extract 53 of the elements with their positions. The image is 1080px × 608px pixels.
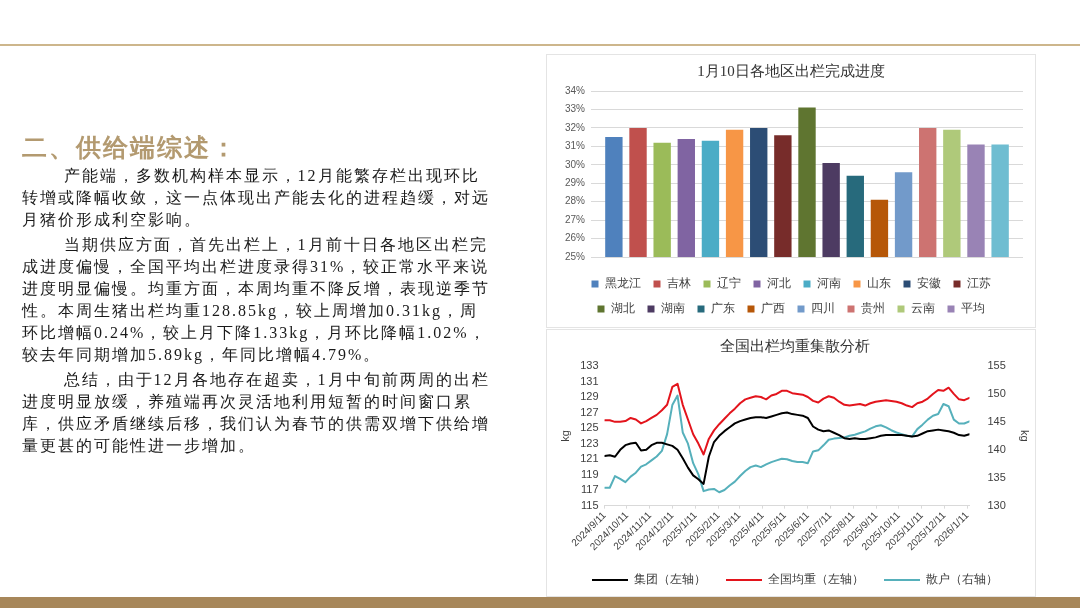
- y-tick-label: 123: [580, 436, 599, 449]
- legend-label: 江苏: [966, 276, 991, 291]
- chart-title: 全国出栏均重集散分析: [720, 337, 870, 354]
- y-tick-label: 27%: [565, 213, 586, 225]
- y2-tick-label: 150: [987, 386, 1006, 399]
- legend-label: 四川: [810, 301, 835, 316]
- legend-label: 广西: [760, 301, 785, 316]
- y-tick-label: 30%: [565, 158, 586, 170]
- y2-tick-label: 130: [987, 498, 1006, 511]
- y-tick-label: 33%: [565, 103, 586, 115]
- legend-label: 广东: [710, 301, 735, 316]
- text: 产能端，多数机构样本显示，12月能繁存栏出现环比转增或降幅收敛，这一点体现出产能去化的进程趋缓，对远月猪价形成利空影响。: [22, 166, 491, 230]
- y-tick-label: 119: [581, 467, 599, 480]
- legend-label: 黑龙江: [604, 276, 641, 291]
- legend-label: 云南: [910, 301, 935, 316]
- y-tick-label: 131: [580, 374, 599, 387]
- legend-label: 辽宁: [716, 276, 741, 291]
- text: 二、供给端综述：: [22, 133, 239, 163]
- legend-label: 平均: [960, 301, 985, 316]
- legend-label: 散户（右轴）: [926, 572, 998, 587]
- legend-label: 山东: [866, 276, 891, 291]
- y2-tick-label: 155: [987, 359, 1006, 372]
- y2-tick-label: 145: [987, 414, 1006, 427]
- y2-tick-label: 135: [987, 470, 1006, 483]
- y-tick-label: 125: [580, 421, 599, 434]
- legend-label: 湖南: [660, 301, 685, 316]
- y-tick-label: 129: [580, 390, 599, 403]
- y2-axis-title: kg: [1019, 430, 1032, 442]
- text: 当期供应方面，首先出栏上，1月前十日各地区出栏完成进度偏慢，全国平均出栏进度录得31%，较正常水平来说进度明显偏慢。均重方面，本周均重不降反增，表现逆季节性。本周生猪出栏均重128.85kg，较上周增加0.31kg，周环比增幅0.24%，较上月下降1.33kg，月环比降幅1.02%，较去年同期增加5.89kg，年同比增幅4.79%。: [22, 235, 491, 366]
- y-tick-label: 121: [580, 452, 599, 465]
- text: 总结，由于12月各地存在超卖，1月中旬前两周的出栏进度明显放缓，养殖端再次灵活地利用短暂的时间窗口累库，供应矛盾继续后移，我们认为春节的供需双增下供给增量更甚的可能性进一步增加。: [22, 370, 491, 456]
- y-axis-title: kg: [558, 430, 571, 442]
- y-tick-label: 28%: [565, 195, 586, 207]
- legend-label: 吉林: [666, 276, 691, 291]
- y-tick-label: 26%: [565, 232, 586, 244]
- legend-label: 全国均重（左轴）: [768, 572, 864, 587]
- legend-label: 河北: [766, 276, 791, 291]
- y-tick-label: 32%: [565, 121, 586, 133]
- y-tick-label: 34%: [565, 84, 586, 96]
- legend-label: 集团（左轴）: [634, 572, 706, 587]
- y-tick-label: 115: [581, 498, 599, 511]
- legend-label: 河南: [816, 276, 841, 291]
- y-tick-label: 25%: [565, 250, 586, 262]
- y2-tick-label: 140: [987, 442, 1006, 455]
- legend-label: 安徽: [916, 276, 941, 291]
- y-tick-label: 127: [580, 405, 599, 418]
- y-tick-label: 31%: [565, 140, 586, 152]
- legend-label: 湖北: [610, 301, 635, 316]
- y-tick-label: 133: [580, 359, 599, 372]
- y-tick-label: 117: [581, 483, 599, 496]
- y-tick-label: 29%: [565, 176, 586, 188]
- legend-label: 贵州: [860, 301, 885, 316]
- chart-title: 1月10日各地区出栏完成进度: [697, 62, 885, 79]
